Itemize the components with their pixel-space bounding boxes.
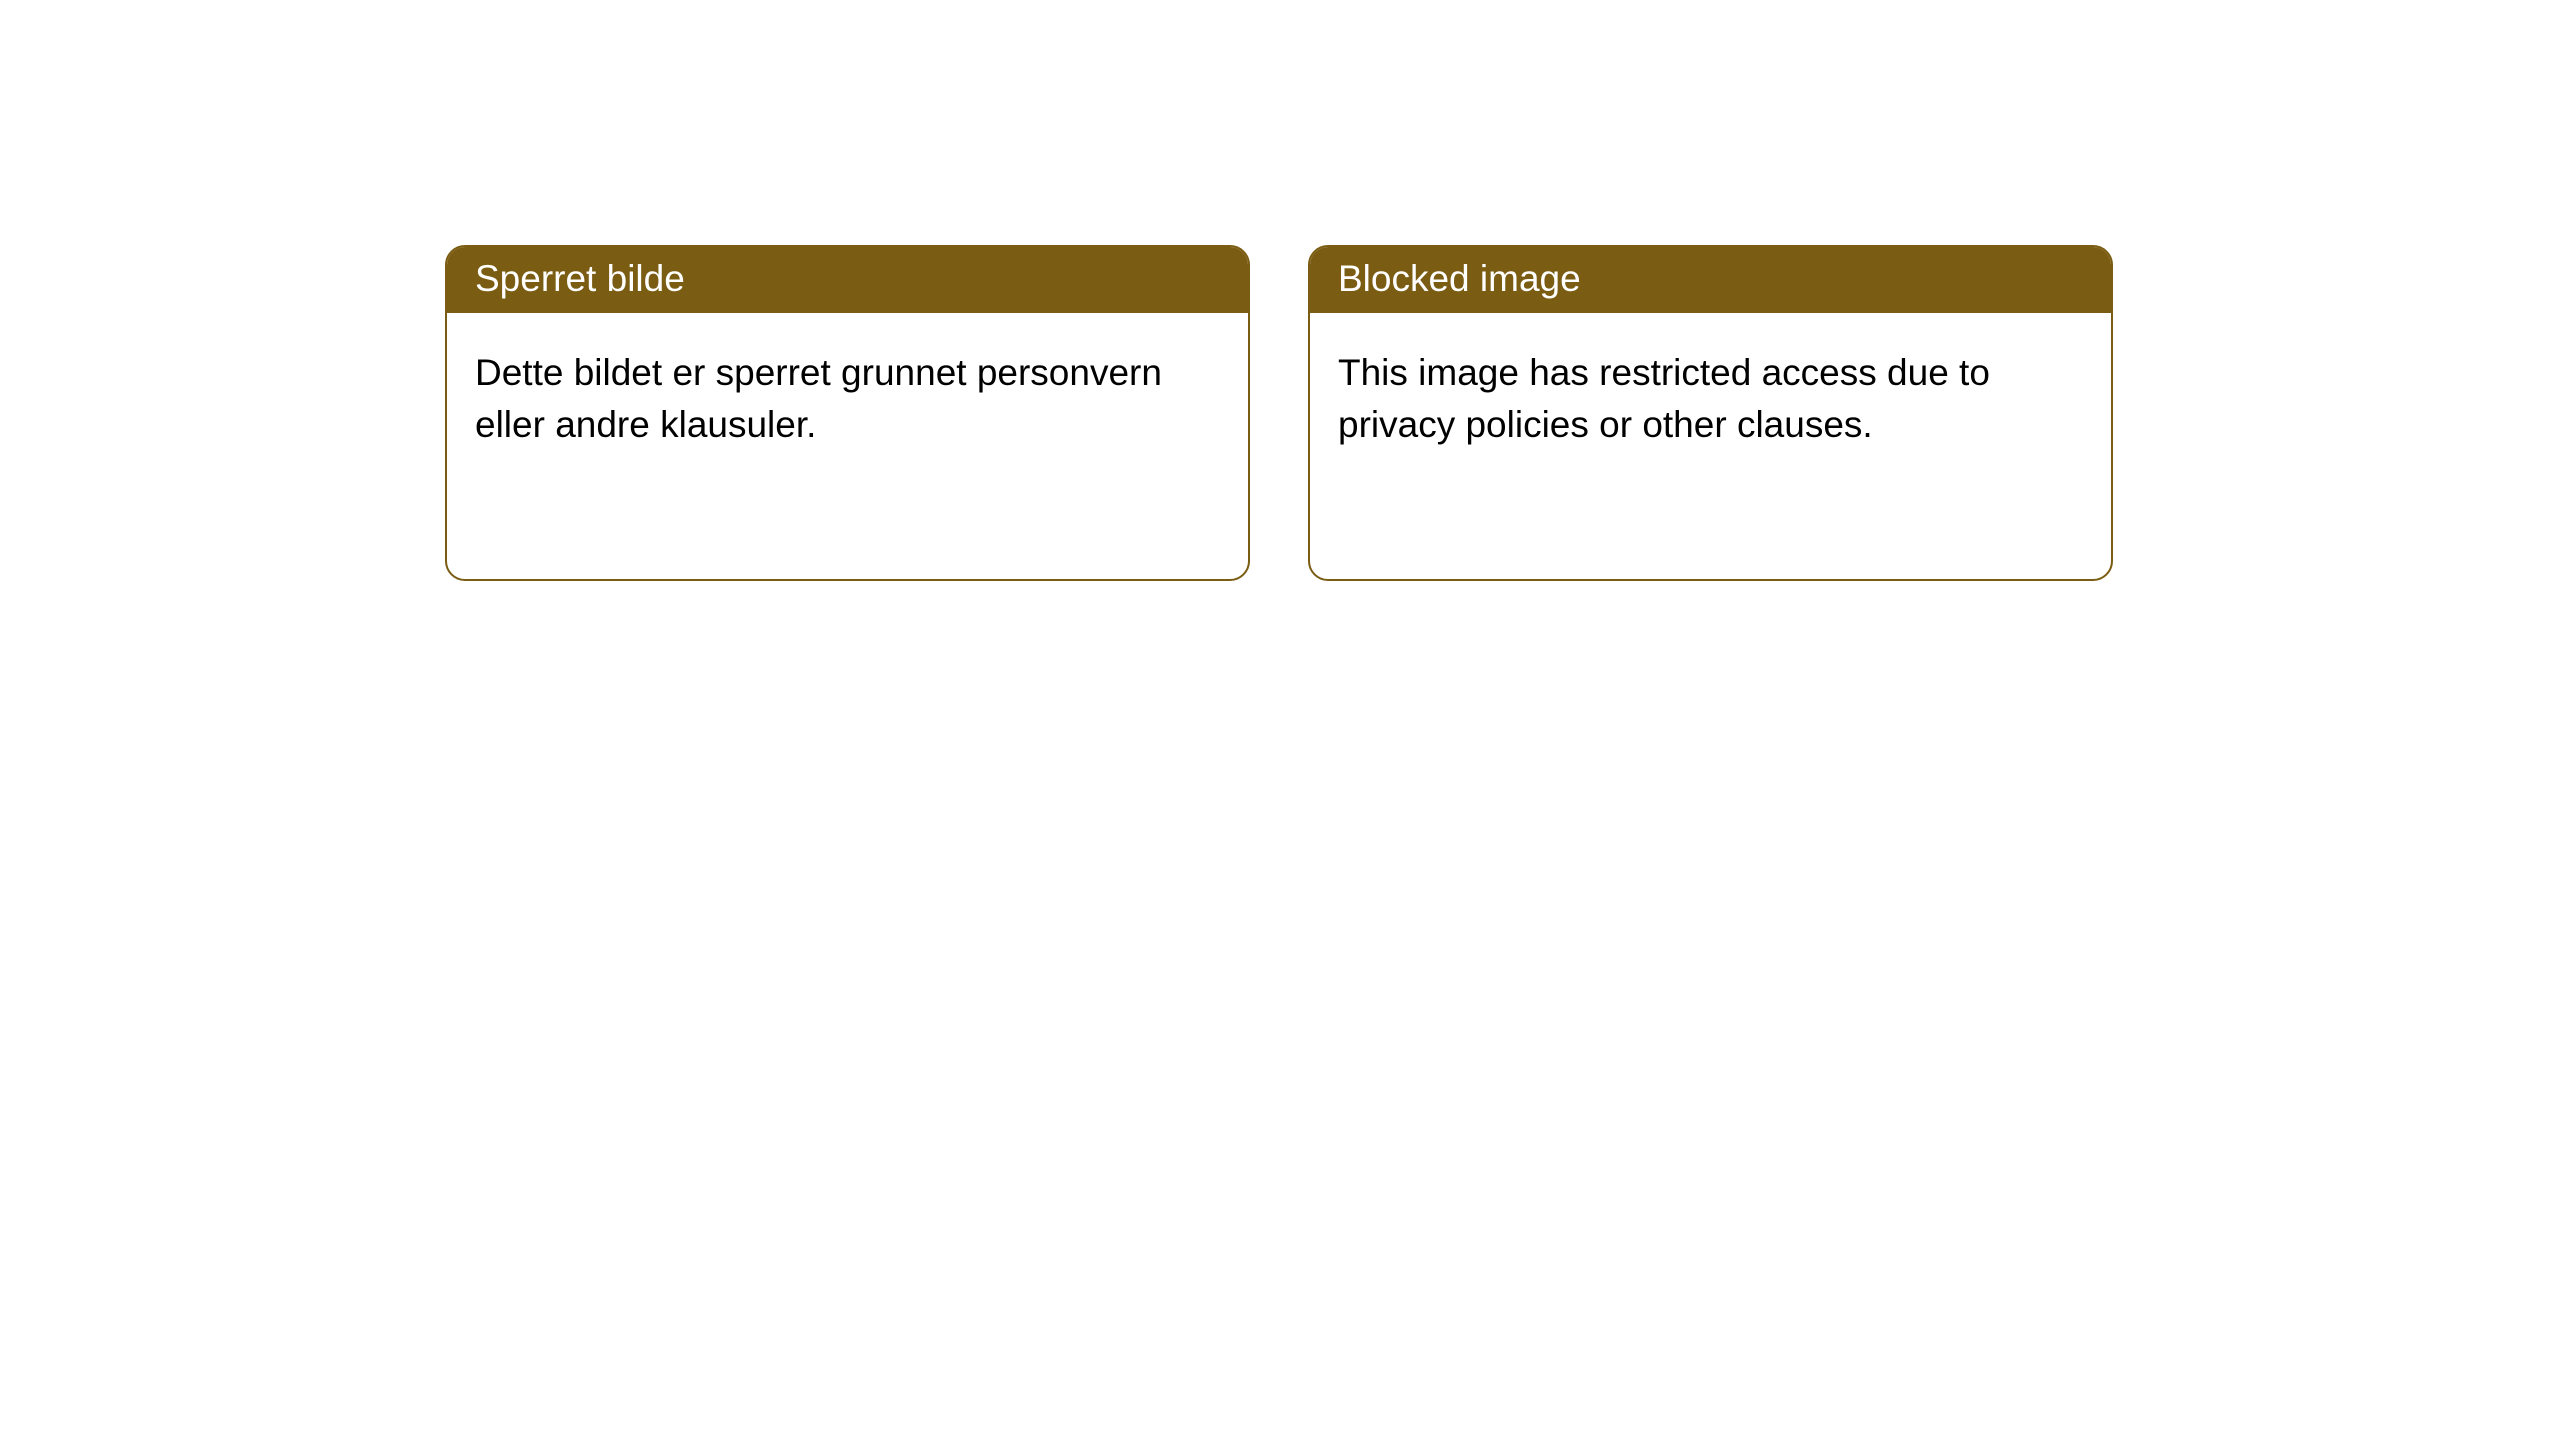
card-header-english: Blocked image (1310, 247, 2111, 313)
card-message-english: This image has restricted access due to … (1338, 352, 1990, 445)
notice-cards-container: Sperret bilde Dette bildet er sperret gr… (0, 0, 2560, 581)
card-title-norwegian: Sperret bilde (475, 258, 685, 299)
card-body-english: This image has restricted access due to … (1310, 313, 2111, 485)
blocked-image-card-english: Blocked image This image has restricted … (1308, 245, 2113, 581)
card-header-norwegian: Sperret bilde (447, 247, 1248, 313)
card-message-norwegian: Dette bildet er sperret grunnet personve… (475, 352, 1162, 445)
blocked-image-card-norwegian: Sperret bilde Dette bildet er sperret gr… (445, 245, 1250, 581)
card-body-norwegian: Dette bildet er sperret grunnet personve… (447, 313, 1248, 485)
card-title-english: Blocked image (1338, 258, 1581, 299)
